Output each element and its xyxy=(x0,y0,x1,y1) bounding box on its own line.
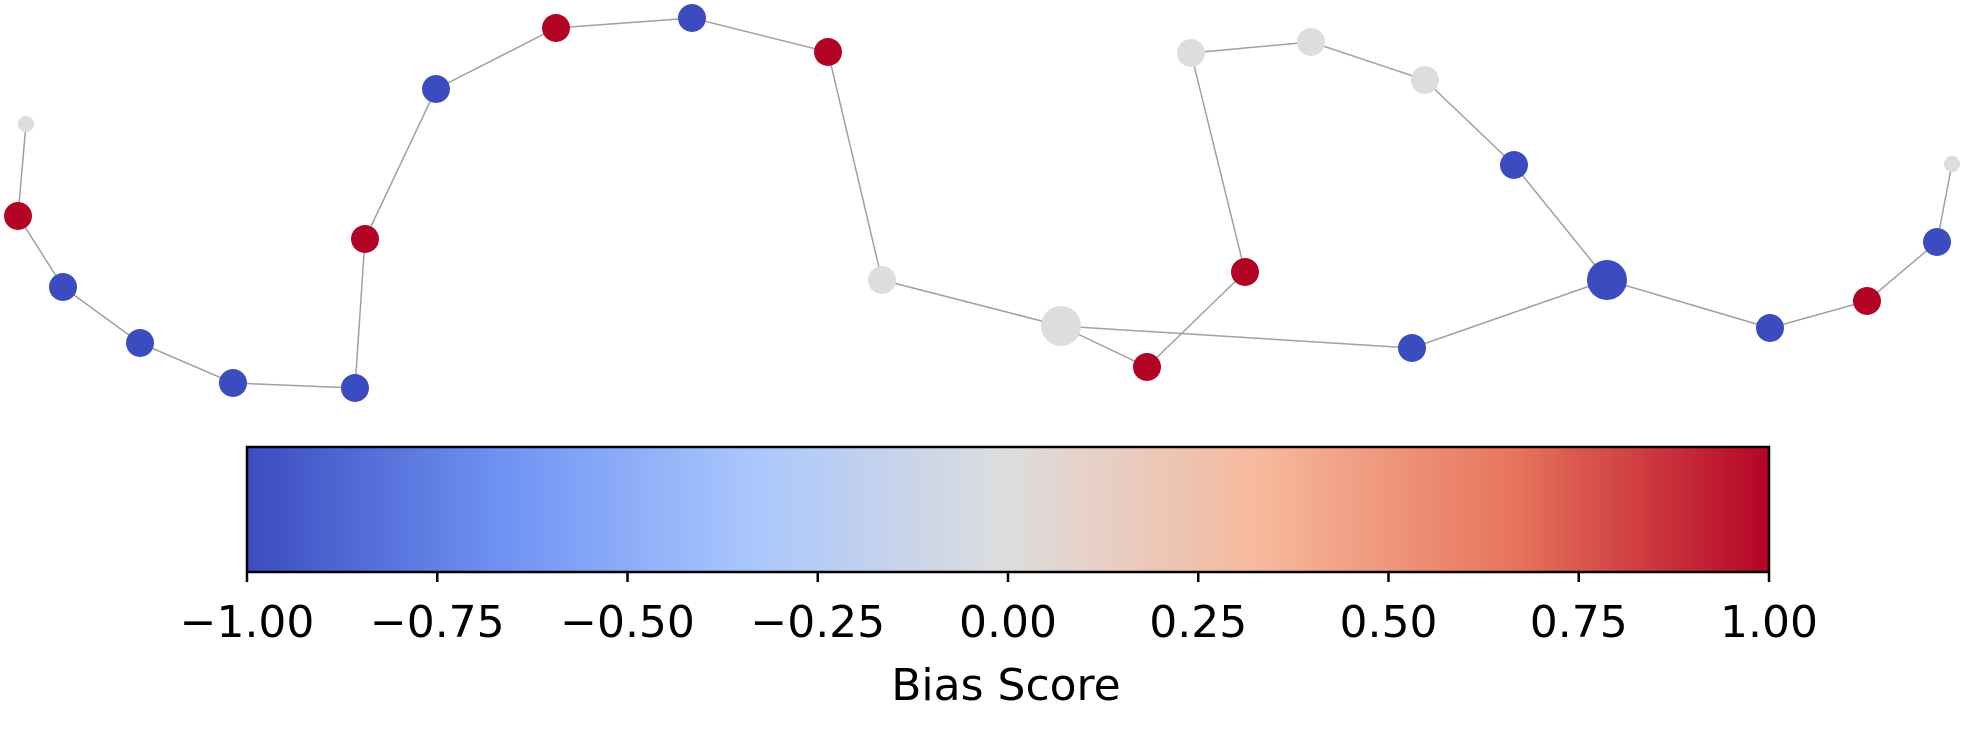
colorbar-gradient xyxy=(247,447,1769,572)
graph-node xyxy=(542,14,570,42)
graph-node xyxy=(351,225,379,253)
graph-edge xyxy=(17,123,27,217)
graph-edge xyxy=(881,279,1062,327)
graph-node xyxy=(1756,314,1784,342)
graph-nodes xyxy=(4,4,1960,402)
graph-node xyxy=(1297,28,1325,56)
colorbar-tick-label: −0.25 xyxy=(750,597,885,648)
graph-edge xyxy=(1606,279,1771,329)
graph-node xyxy=(126,329,154,357)
graph-node xyxy=(1041,306,1081,346)
graph-node xyxy=(1231,258,1259,286)
graph-edge xyxy=(1411,279,1608,349)
graph-edge xyxy=(364,88,437,240)
graph-edge xyxy=(827,51,883,281)
colorbar-label: Bias Score xyxy=(891,660,1121,711)
graph-edge xyxy=(1146,271,1246,368)
colorbar: −1.00 −0.75 −0.50 −0.25 0.00 0.25 0.50 0.75 1.00… xyxy=(180,445,1818,711)
colorbar-tick-label: −0.75 xyxy=(370,597,505,648)
graph-node xyxy=(1133,353,1161,381)
colorbar-tick-label: 0.25 xyxy=(1149,597,1247,648)
colorbar-tick-label: 0.75 xyxy=(1530,597,1628,648)
colorbar-tick-label: −1.00 xyxy=(180,597,315,648)
graph-edge xyxy=(232,382,356,389)
graph-edge xyxy=(139,342,234,384)
graph-node xyxy=(341,374,369,402)
graph-node xyxy=(219,369,247,397)
graph-edge xyxy=(1190,52,1246,273)
graph-edge xyxy=(17,215,64,288)
graph-node xyxy=(1500,151,1528,179)
graph-edges xyxy=(17,17,1953,389)
graph-node xyxy=(18,116,34,132)
graph-edge xyxy=(555,17,693,29)
graph-node xyxy=(49,273,77,301)
graph-node xyxy=(1411,66,1439,94)
graph-edge xyxy=(691,17,829,53)
graph-edge xyxy=(1190,41,1312,54)
graph-edge xyxy=(1513,164,1608,281)
graph-node xyxy=(868,266,896,294)
colorbar-tick-label: 1.00 xyxy=(1720,597,1818,648)
graph-node xyxy=(814,38,842,66)
graph-edge xyxy=(1769,300,1868,329)
colorbar-tick-label: 0.00 xyxy=(959,597,1057,648)
graph-node xyxy=(678,4,706,32)
graph-edge xyxy=(62,286,141,344)
graph-node xyxy=(1923,228,1951,256)
graph-node xyxy=(1587,260,1627,300)
graph-node xyxy=(1853,287,1881,315)
graph-node xyxy=(4,202,32,230)
graph-node xyxy=(1177,39,1205,67)
graph-edge xyxy=(1866,241,1938,302)
graph-edge xyxy=(435,27,557,90)
graph-edge xyxy=(1060,325,1413,349)
graph-node xyxy=(1398,334,1426,362)
graph-edge xyxy=(1310,41,1426,81)
colorbar-ticks: −1.00 −0.75 −0.50 −0.25 0.00 0.25 0.50 0.75 1.00 xyxy=(180,572,1818,648)
graph-edge xyxy=(354,238,366,389)
colorbar-tick-label: −0.50 xyxy=(560,597,695,648)
graph-node xyxy=(1944,156,1960,172)
graph-node xyxy=(422,75,450,103)
graph-edge xyxy=(1424,79,1515,166)
colorbar-tick-label: 0.50 xyxy=(1340,597,1438,648)
